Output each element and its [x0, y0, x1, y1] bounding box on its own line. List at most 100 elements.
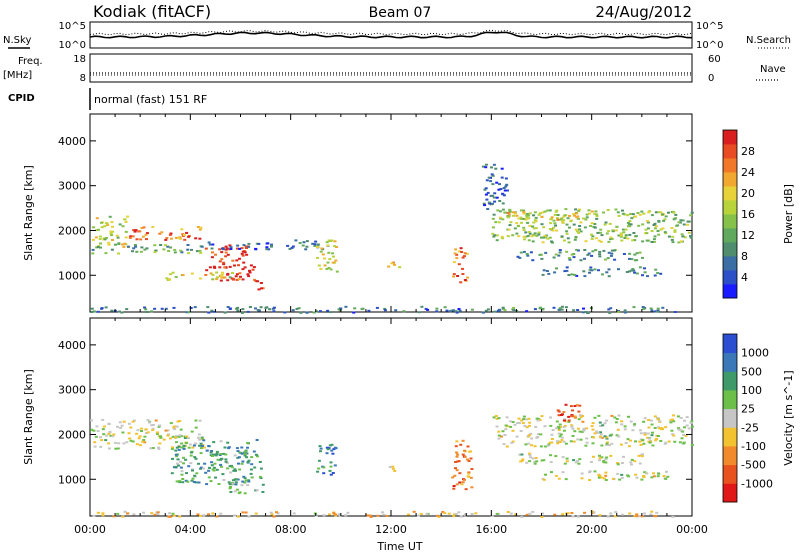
power-cell: [187, 311, 191, 314]
power-cell: [633, 259, 637, 262]
power-cell: [496, 209, 500, 212]
velocity-cell: [452, 487, 456, 490]
power-cell: [619, 233, 623, 236]
velocity-cell: [252, 450, 256, 453]
velocity-cell: [452, 515, 456, 518]
velocity-cell: [234, 481, 238, 484]
power-cell: [168, 233, 172, 236]
velocity-cell: [525, 513, 529, 516]
power-cell: [590, 222, 594, 225]
power-cell: [420, 305, 424, 308]
power-cell: [552, 256, 556, 259]
velocity-cell: [578, 404, 582, 407]
velocity-cell: [227, 447, 231, 450]
velocity-cell: [502, 443, 506, 446]
velocity-cell: [458, 472, 462, 475]
power-cell: [224, 248, 228, 251]
power-cell: [597, 269, 600, 272]
power-cell: [213, 266, 217, 269]
velocity-cell: [620, 420, 624, 423]
velocity-cell: [215, 452, 219, 455]
power-colorbar-swatch: [723, 186, 737, 201]
velocity-cell: [331, 452, 335, 455]
velocity-cell: [513, 423, 517, 426]
power-cell: [590, 210, 594, 213]
velocity-cell: [122, 442, 126, 445]
velocity-cell: [639, 429, 642, 432]
velocity-cell: [615, 434, 619, 437]
power-cell: [633, 239, 637, 242]
velocity-cell: [622, 455, 625, 458]
power-cell: [486, 191, 490, 194]
power-cell: [626, 214, 630, 217]
power-cell: [304, 248, 308, 251]
power-cell: [609, 307, 613, 310]
power-cell: [103, 238, 107, 241]
velocity-cell: [92, 429, 96, 432]
power-cell: [505, 183, 509, 186]
velocity-cell: [443, 512, 447, 515]
power-cell: [121, 243, 124, 246]
power-cell: [229, 246, 233, 249]
velocity-cell: [331, 472, 335, 474]
power-cell: [90, 307, 94, 310]
velocity-cell: [148, 421, 152, 424]
power-cell: [286, 244, 290, 247]
velocity-cell: [190, 479, 194, 482]
velocity-cell: [215, 450, 219, 453]
power-cell: [632, 232, 636, 234]
power-cell: [117, 252, 120, 255]
velocity-cell: [199, 452, 203, 455]
velocity-cell: [151, 427, 155, 430]
power-cell: [607, 308, 611, 311]
velocity-cell: [212, 453, 216, 456]
power-cell: [95, 246, 99, 249]
velocity-cell: [564, 403, 568, 406]
power-colorbar-swatch: [723, 130, 737, 145]
power-cell: [646, 227, 650, 230]
power-cell: [522, 226, 526, 229]
power-cell: [619, 235, 623, 238]
power-cell: [238, 247, 242, 250]
velocity-cell: [629, 420, 633, 423]
velocity-cell: [666, 475, 670, 478]
power-cell: [283, 311, 287, 314]
power-cell: [560, 217, 564, 220]
velocity-cell: [585, 427, 589, 430]
power-cell: [624, 228, 628, 231]
velocity-cell: [605, 443, 609, 446]
power-cell: [228, 308, 232, 310]
velocity-cell: [254, 512, 258, 515]
power-colorbar-swatch: [723, 228, 737, 243]
power-cell: [200, 245, 204, 248]
velocity-cell: [598, 421, 602, 424]
power-cell: [198, 249, 202, 252]
velocity-cell: [177, 445, 181, 448]
power-cell: [94, 236, 98, 239]
power-cell: [589, 266, 593, 269]
power-cell: [562, 219, 566, 222]
velocity-cell: [454, 513, 458, 516]
velocity-cell: [186, 480, 190, 483]
velocity-cell: [90, 428, 94, 431]
power-cell: [375, 306, 379, 309]
power-cell: [218, 260, 222, 263]
velocity-cell: [328, 513, 331, 516]
velocity-cell: [591, 428, 595, 431]
velocity-cell: [573, 430, 577, 433]
velocity-cell: [319, 450, 322, 453]
velocity-cell: [555, 440, 559, 443]
power-cell: [194, 237, 198, 240]
power-cell: [498, 183, 501, 186]
power-cell: [333, 245, 337, 248]
power-cell: [305, 240, 309, 243]
power-cell: [527, 214, 531, 217]
power-cell: [220, 251, 224, 254]
velocity-cell: [499, 435, 503, 438]
power-cell: [167, 278, 171, 281]
power-cell: [291, 245, 295, 248]
power-cell: [222, 263, 226, 266]
power-cell: [526, 221, 530, 224]
power-cell: [563, 270, 567, 273]
velocity-cell: [210, 461, 214, 464]
